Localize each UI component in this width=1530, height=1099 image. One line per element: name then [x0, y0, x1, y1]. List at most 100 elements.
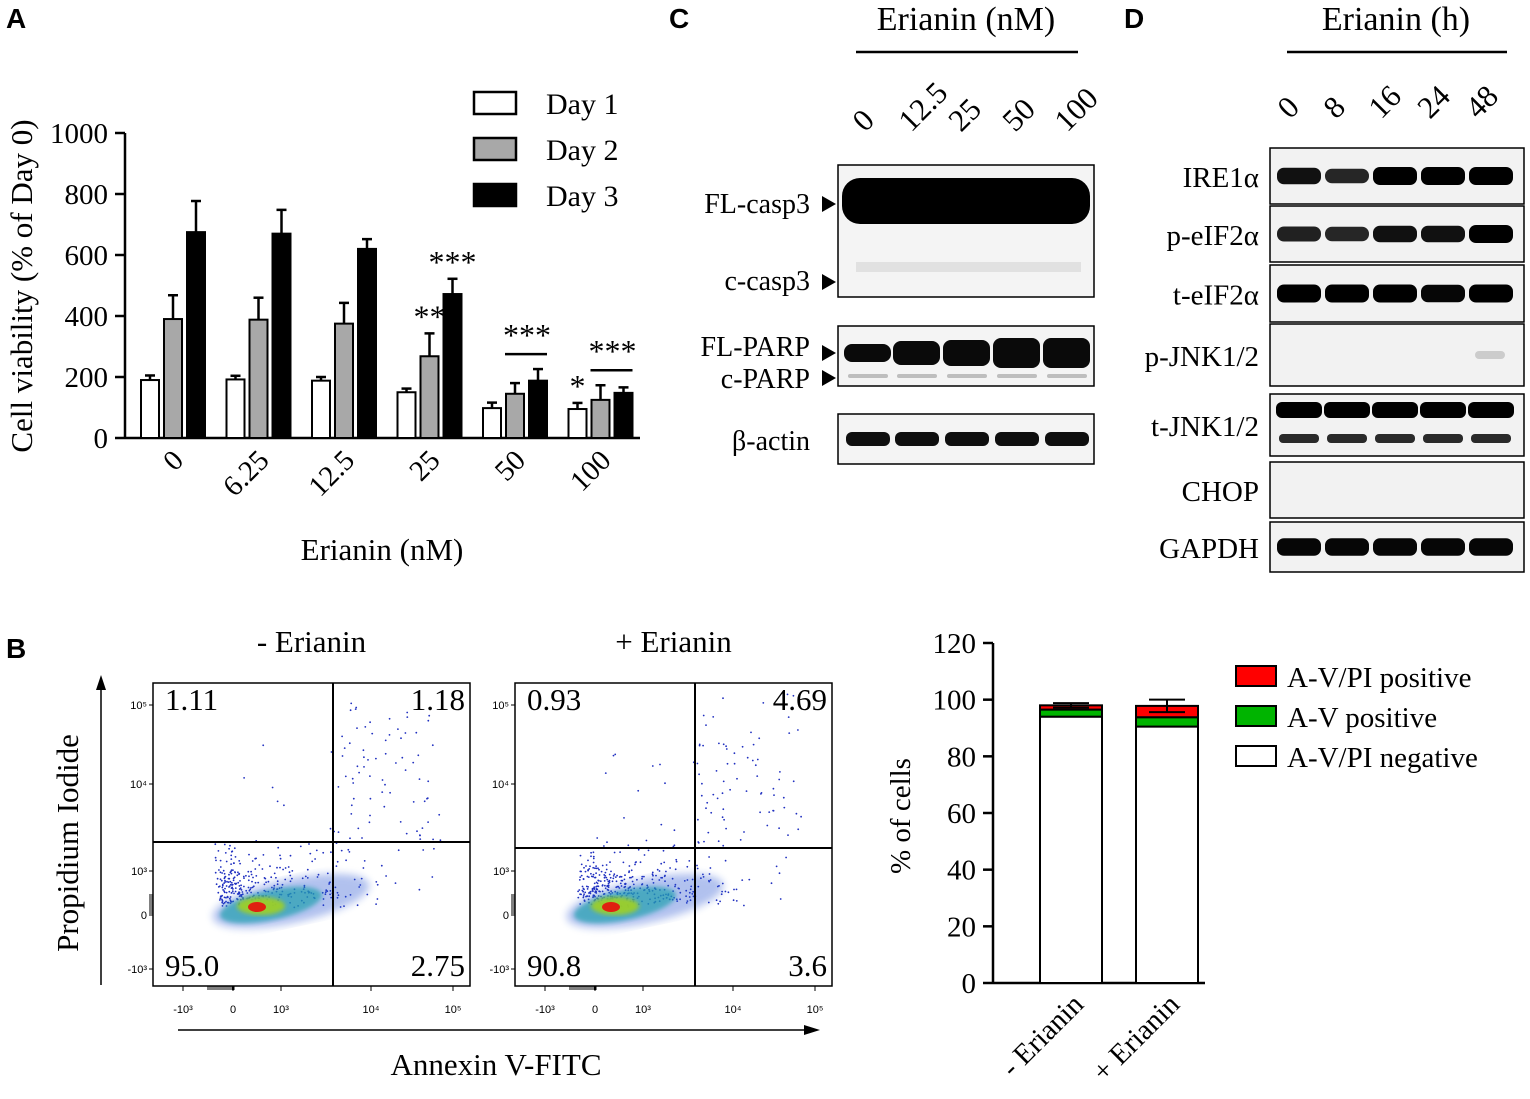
- b-flow-dot: [733, 888, 735, 891]
- b-flow-dot: [627, 844, 630, 847]
- b-flow-dot: [222, 869, 225, 872]
- b-flow-dot: [743, 831, 745, 833]
- b-flow-dot: [419, 834, 421, 837]
- c-band-fl-parp: [893, 341, 940, 365]
- b-flow-dot: [367, 759, 369, 761]
- b-flow-dot: [431, 876, 434, 878]
- a-xtick-label: 12.5: [302, 444, 361, 503]
- a-bar-day-2: [505, 392, 525, 439]
- b-flow-dot: [381, 779, 384, 781]
- b-flow-dot: [748, 878, 751, 881]
- b-flow-dot: [592, 873, 595, 876]
- b-flow-dot: [349, 837, 351, 840]
- b-flow-dot: [406, 716, 409, 718]
- b-flow-dot: [778, 778, 781, 781]
- b-flow-quadrant-lr: 3.6: [788, 948, 827, 983]
- b-flow-dot: [651, 765, 654, 767]
- b-flow-dot: [725, 745, 727, 748]
- b-flow-dot: [232, 888, 234, 890]
- d-band: [1373, 225, 1417, 243]
- b-flow-dot: [314, 858, 316, 860]
- b-flow-dot: [422, 849, 425, 851]
- b-flow-dot: [619, 851, 621, 853]
- b-flow-quadrant-ll: 95.0: [165, 948, 219, 983]
- b-flow-dot: [368, 821, 371, 824]
- b-flow-dot: [276, 800, 279, 803]
- a-xlabel: Erianin (nM): [301, 532, 464, 567]
- b-flow-dot: [722, 844, 725, 847]
- b-flow-dot: [355, 706, 358, 709]
- b-flow-dot: [214, 871, 217, 874]
- c-band-fl-parp: [993, 338, 1040, 368]
- b-flow-dot: [588, 892, 590, 894]
- b-flow-dot: [427, 821, 429, 823]
- b-flow-dot: [221, 884, 224, 887]
- b-flow-dot: [577, 890, 579, 893]
- b-flow-dot: [255, 875, 258, 877]
- b-flow-dot: [596, 837, 599, 839]
- b-flow-dot: [363, 756, 365, 759]
- b-flow-xarrow-head: [804, 1025, 820, 1035]
- d-band-upper: [1420, 402, 1466, 418]
- b-flow-dot: [592, 857, 595, 860]
- b-flow-dot: [279, 866, 281, 869]
- b-flow-ytick: 10⁵: [130, 700, 147, 712]
- b-flow-dot: [251, 886, 254, 889]
- b-flow-dot: [221, 898, 223, 901]
- b-ytick-label: 80: [947, 741, 976, 773]
- a-significance: ***: [429, 244, 477, 280]
- b-flow-dot: [686, 865, 689, 868]
- b-flow-dot: [724, 859, 727, 862]
- b-flow-dot: [362, 867, 365, 869]
- b-flow-dot: [397, 728, 399, 730]
- b-flow-dot: [703, 840, 705, 843]
- b-flow-dot: [289, 874, 292, 877]
- b-flow-dot: [238, 888, 241, 890]
- b-flow-dot: [579, 893, 581, 896]
- a-xtick-label: 50: [489, 444, 532, 487]
- d-band: [1373, 167, 1417, 185]
- b-flow-dot: [423, 800, 426, 803]
- a-xtick-label: 25: [403, 444, 446, 487]
- b-flow-dot: [674, 868, 677, 871]
- b-flow-dot: [697, 842, 700, 844]
- b-flow-dot: [601, 864, 604, 867]
- b-flow-dot: [258, 864, 261, 866]
- d-row-label: p-JNK1/2: [1145, 341, 1259, 373]
- b-flow-dot: [341, 735, 343, 738]
- b-flow-dot: [254, 868, 257, 870]
- b-flow-dot: [715, 770, 718, 772]
- b-flow-dot: [595, 872, 597, 875]
- b-flow-dot: [228, 890, 231, 893]
- b-flow-dot: [637, 789, 640, 792]
- b-flow-dot: [287, 866, 290, 868]
- c-band-c-parp: [897, 374, 937, 378]
- b-flow-dot: [616, 874, 618, 877]
- b-flow-dot: [712, 716, 715, 718]
- b-flow-dot: [343, 747, 346, 749]
- b-flow-dot: [426, 797, 428, 800]
- b-flow-ylabel: Propidium Iodide: [50, 734, 85, 952]
- b-flow-dot: [230, 881, 233, 884]
- b-flow-quadrant-ul: 1.11: [165, 682, 218, 717]
- d-band: [1325, 168, 1369, 184]
- c-lane-label: 100: [1047, 80, 1105, 138]
- b-flow-dot: [614, 876, 617, 878]
- b-flow-dot: [240, 884, 243, 887]
- b-flow-dot: [595, 865, 597, 867]
- b-flow-dot: [587, 869, 589, 872]
- b-flow-dot: [787, 834, 789, 836]
- b-flow-title: - Erianin: [257, 624, 367, 659]
- b-flow-dot: [241, 891, 244, 893]
- a-bar-day-1: [567, 408, 588, 439]
- b-flow-dot: [352, 797, 355, 800]
- b-flow-dot: [612, 875, 615, 877]
- b-flow-xtick: 0: [230, 1004, 236, 1016]
- b-flow-dot: [217, 886, 220, 888]
- b-flow-dot: [233, 862, 235, 864]
- b-flow-dot: [384, 783, 386, 786]
- b-flow-dot: [743, 904, 745, 907]
- c-band-fl-parp: [1043, 338, 1090, 368]
- b-flow-dot: [696, 864, 698, 867]
